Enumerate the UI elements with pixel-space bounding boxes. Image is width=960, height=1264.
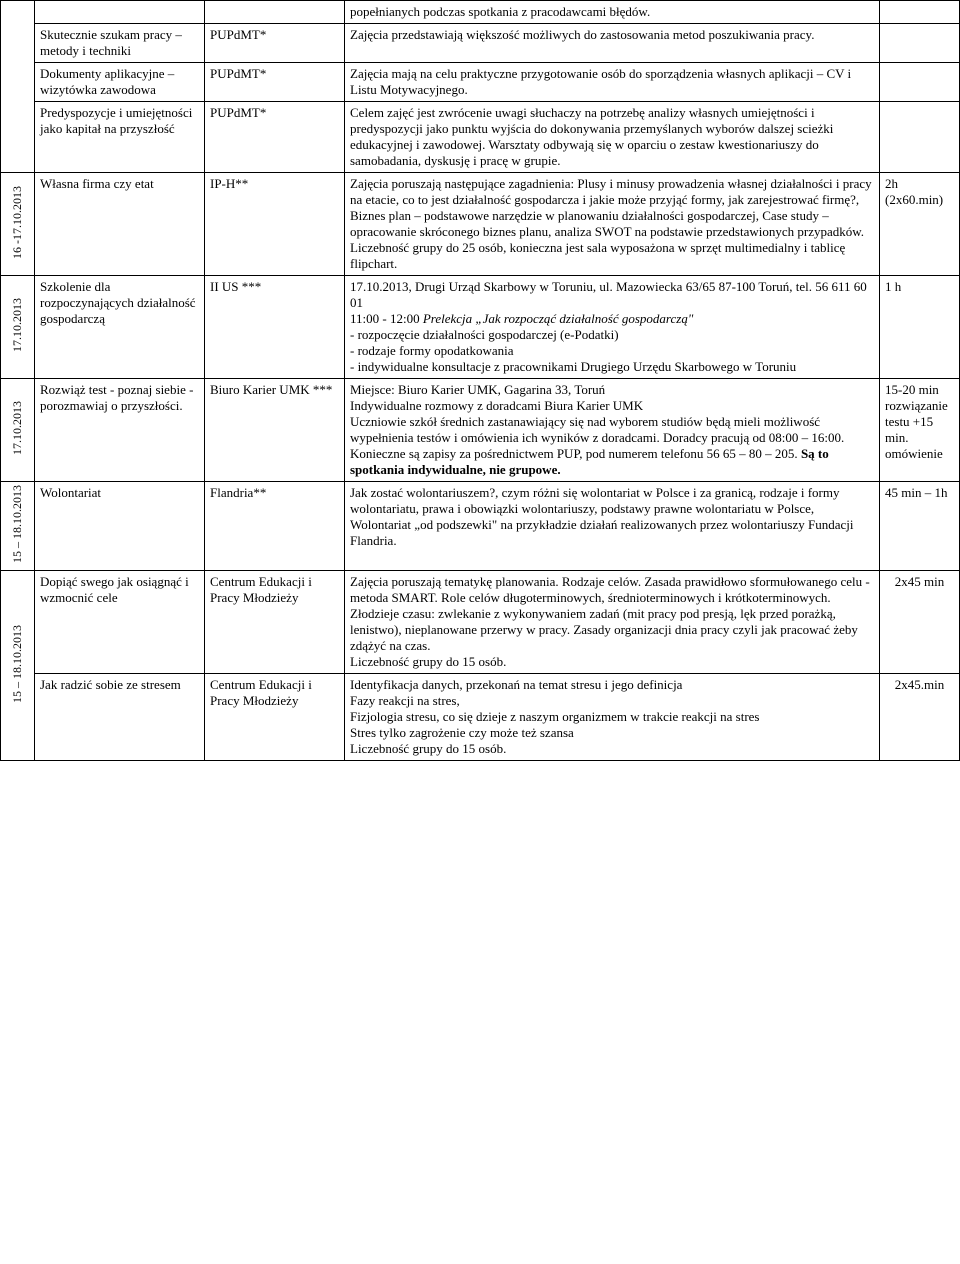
time-cell: 15-20 min rozwiązanie testu +15 min. omó… — [880, 379, 960, 482]
topic-cell: Dopiąć swego jak osiągnąć i wzmocnić cel… — [35, 571, 205, 674]
desc-cell: 17.10.2013, Drugi Urząd Skarbowy w Torun… — [345, 276, 880, 379]
desc-cell: Zajęcia poruszają tematykę planowania. R… — [345, 571, 880, 674]
date-cell: 15 – 18.10.2013 — [1, 482, 35, 571]
desc-cell: Zajęcia poruszają następujące zagadnieni… — [345, 173, 880, 276]
table-row: Dokumenty aplikacyjne – wizytówka zawodo… — [1, 63, 960, 102]
time-cell — [880, 1, 960, 24]
table-row: 17.10.2013 Rozwiąż test - poznaj siebie … — [1, 379, 960, 482]
org-cell: Centrum Edukacji i Pracy Młodzieży — [205, 674, 345, 761]
topic-cell — [35, 1, 205, 24]
table-row: Skutecznie szukam pracy – metody i techn… — [1, 24, 960, 63]
table-row: Jak radzić sobie ze stresem Centrum Eduk… — [1, 674, 960, 761]
desc-line: - rozpoczęcie działalności gospodarczej … — [350, 327, 619, 342]
org-cell: IP-H** — [205, 173, 345, 276]
date-label: 17.10.2013 — [10, 298, 25, 352]
topic-cell: Rozwiąż test - poznaj siebie - porozmawi… — [35, 379, 205, 482]
desc-line-italic: Prelekcja „Jak rozpocząć działalność gos… — [423, 311, 693, 326]
table-row: 15 – 18.10.2013 Wolontariat Flandria** J… — [1, 482, 960, 571]
date-cell-blank — [1, 1, 35, 173]
org-cell: Flandria** — [205, 482, 345, 571]
date-cell: 17.10.2013 — [1, 276, 35, 379]
topic-cell: Własna firma czy etat — [35, 173, 205, 276]
desc-line: - rodzaje formy opodatkowania — [350, 343, 514, 358]
topic-cell: Predyspozycje i umiejętności jako kapita… — [35, 102, 205, 173]
desc-text: Miejsce: Biuro Karier UMK, Gagarina 33, … — [350, 382, 844, 461]
org-cell: Biuro Karier UMK *** — [205, 379, 345, 482]
date-label: 16 -17.10.2013 — [10, 186, 25, 259]
desc-line: 11:00 - 12:00 — [350, 311, 423, 326]
desc-cell: Jak zostać wolontariuszem?, czym różni s… — [345, 482, 880, 571]
time-cell: 2x45 min — [880, 571, 960, 674]
time-cell — [880, 63, 960, 102]
org-cell — [205, 1, 345, 24]
table-row: Predyspozycje i umiejętności jako kapita… — [1, 102, 960, 173]
schedule-table: popełnianych podczas spotkania z pracoda… — [0, 0, 960, 761]
desc-cell: Zajęcia mają na celu praktyczne przygoto… — [345, 63, 880, 102]
topic-cell: Jak radzić sobie ze stresem — [35, 674, 205, 761]
topic-cell: Wolontariat — [35, 482, 205, 571]
desc-cell: Celem zajęć jest zwrócenie uwagi słuchac… — [345, 102, 880, 173]
date-label: 15 – 18.10.2013 — [10, 485, 25, 563]
time-cell — [880, 102, 960, 173]
org-cell: PUPdMT* — [205, 102, 345, 173]
topic-cell: Dokumenty aplikacyjne – wizytówka zawodo… — [35, 63, 205, 102]
org-cell: PUPdMT* — [205, 63, 345, 102]
date-label: 15 – 18.10.2013 — [10, 625, 25, 703]
table-row: 17.10.2013 Szkolenie dla rozpoczynającyc… — [1, 276, 960, 379]
desc-cell: Zajęcia przedstawiają większość możliwyc… — [345, 24, 880, 63]
org-cell: Centrum Edukacji i Pracy Młodzieży — [205, 571, 345, 674]
table-row: 15 – 18.10.2013 Dopiąć swego jak osiągną… — [1, 571, 960, 674]
desc-line: - indywidualne konsultacje z pracownikam… — [350, 359, 796, 374]
time-cell: 1 h — [880, 276, 960, 379]
date-cell: 16 -17.10.2013 — [1, 173, 35, 276]
date-cell: 15 – 18.10.2013 — [1, 571, 35, 761]
topic-cell: Skutecznie szukam pracy – metody i techn… — [35, 24, 205, 63]
time-cell: 2x45.min — [880, 674, 960, 761]
table-row: 16 -17.10.2013 Własna firma czy etat IP-… — [1, 173, 960, 276]
table-row: popełnianych podczas spotkania z pracoda… — [1, 1, 960, 24]
time-cell — [880, 24, 960, 63]
desc-cell: Miejsce: Biuro Karier UMK, Gagarina 33, … — [345, 379, 880, 482]
desc-line: 17.10.2013, Drugi Urząd Skarbowy w Torun… — [350, 279, 867, 310]
date-label: 17.10.2013 — [10, 401, 25, 455]
org-cell: PUPdMT* — [205, 24, 345, 63]
date-cell: 17.10.2013 — [1, 379, 35, 482]
desc-cell: popełnianych podczas spotkania z pracoda… — [345, 1, 880, 24]
time-cell: 45 min – 1h — [880, 482, 960, 571]
topic-cell: Szkolenie dla rozpoczynających działalno… — [35, 276, 205, 379]
desc-cell: Identyfikacja danych, przekonań na temat… — [345, 674, 880, 761]
time-cell: 2h (2x60.min) — [880, 173, 960, 276]
org-cell: II US *** — [205, 276, 345, 379]
